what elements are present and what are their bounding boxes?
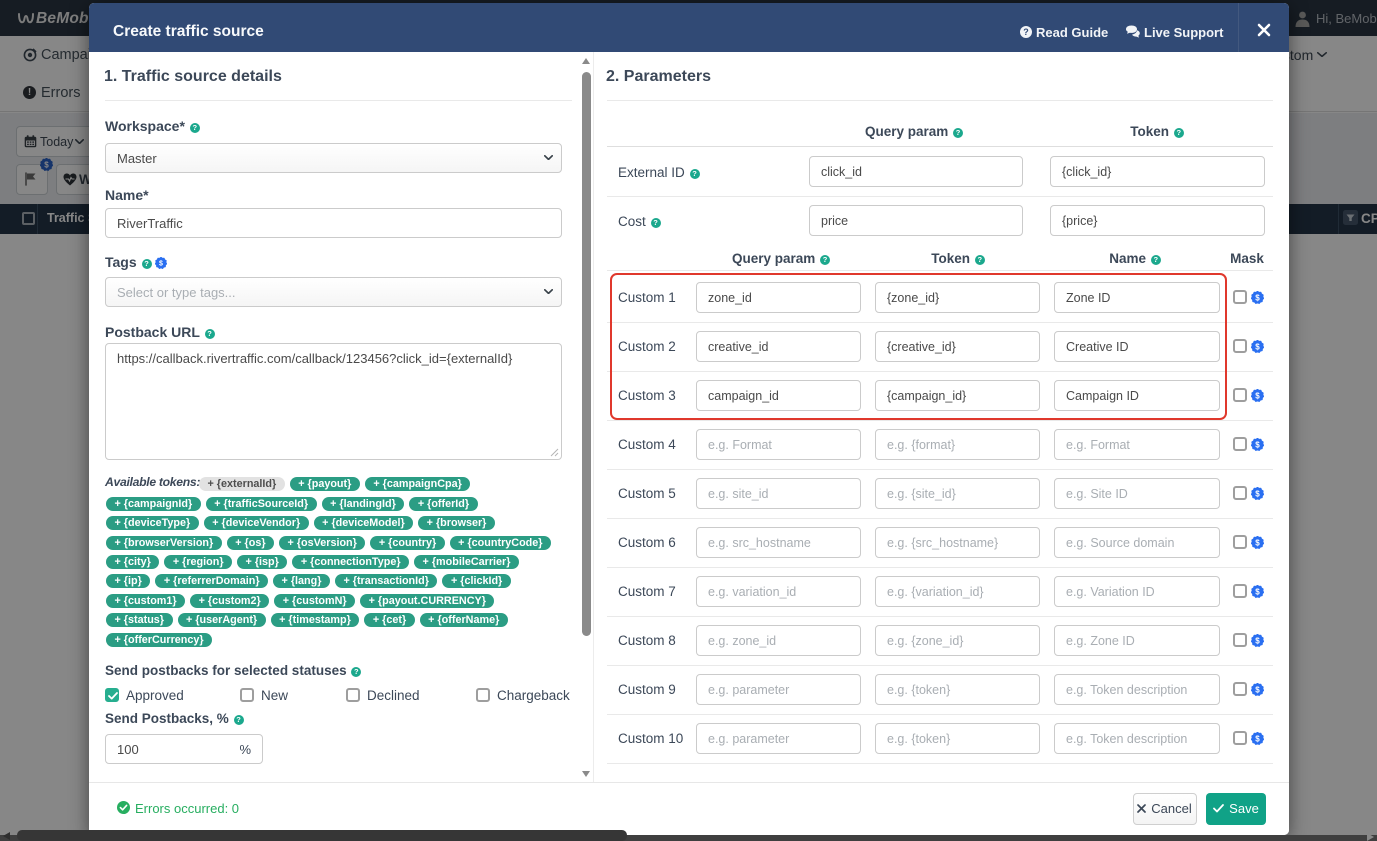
svg-text:$: $ [159, 261, 163, 268]
svg-text:$: $ [1255, 440, 1260, 449]
svg-text:$: $ [1255, 391, 1260, 400]
svg-text:$: $ [1255, 538, 1260, 547]
svg-text:$: $ [1255, 293, 1260, 302]
svg-text:$: $ [1255, 587, 1260, 596]
svg-text:$: $ [1255, 636, 1260, 645]
svg-text:$: $ [1255, 734, 1260, 743]
svg-text:$: $ [1255, 685, 1260, 694]
svg-text:$: $ [1255, 489, 1260, 498]
svg-text:$: $ [44, 160, 49, 169]
svg-text:$: $ [1255, 342, 1260, 351]
